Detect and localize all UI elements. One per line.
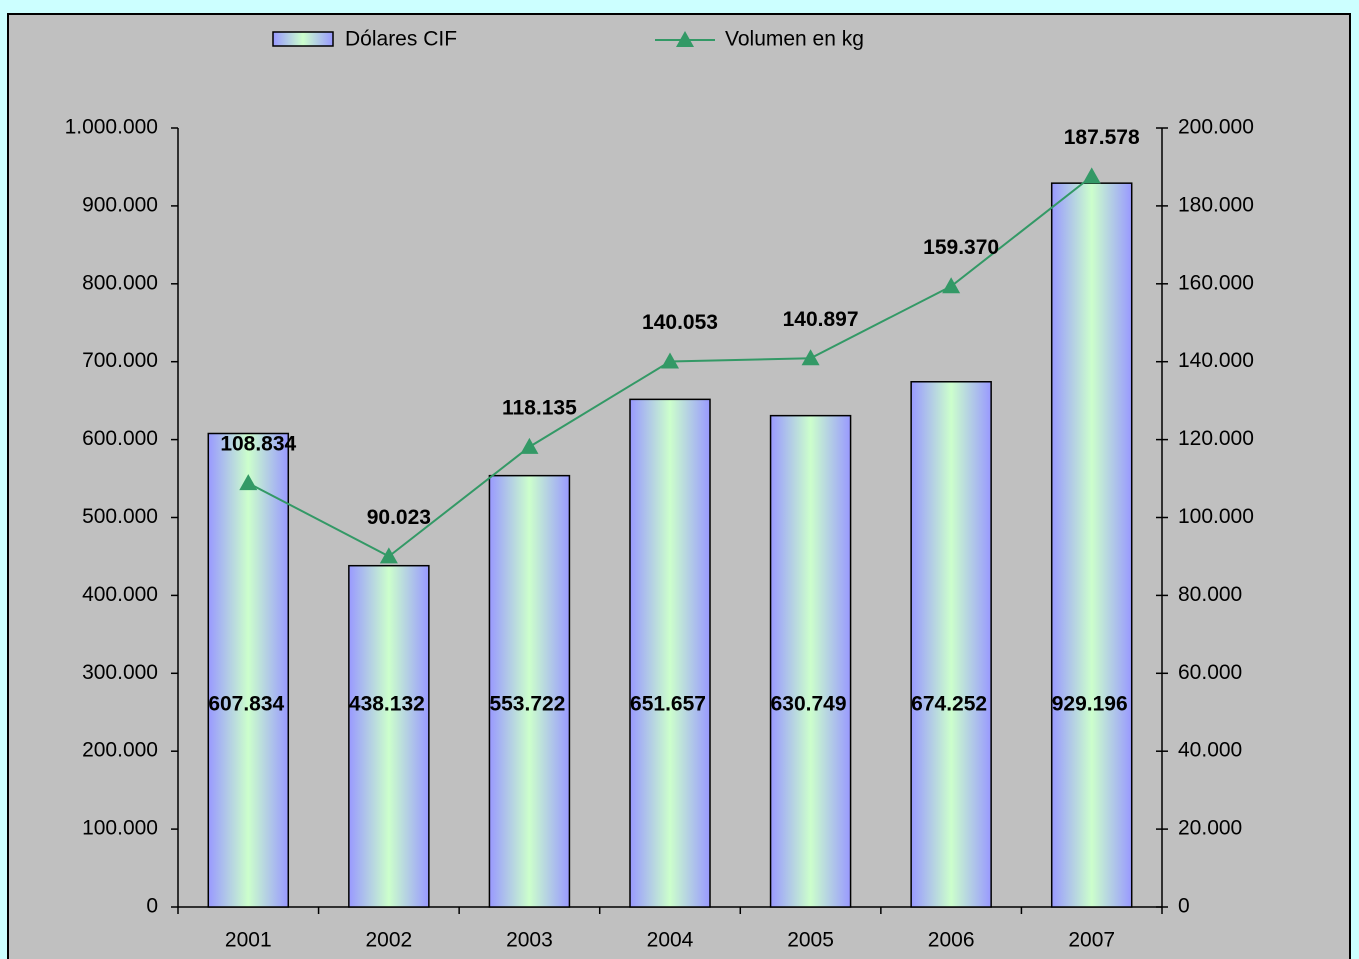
- y2-tick-label: 100.000: [1178, 505, 1254, 528]
- y2-tick-label: 0: [1178, 895, 1190, 918]
- x-tick-label: 2005: [787, 929, 834, 952]
- y2-tick-label: 20.000: [1178, 817, 1242, 840]
- bar: [1050, 182, 1133, 908]
- bar: [910, 381, 992, 908]
- line-marker: [801, 349, 820, 366]
- bar-value-label: 929.196: [1052, 693, 1128, 716]
- x-tick-label: 2002: [365, 929, 412, 952]
- legend-swatch: [272, 31, 334, 47]
- y-tick-label: 900.000: [82, 193, 158, 216]
- y2-tick-label: 80.000: [1178, 583, 1242, 606]
- line-marker: [1082, 167, 1101, 184]
- bar-value-label: 630.749: [771, 693, 847, 716]
- y-tick-label: 300.000: [82, 661, 158, 684]
- y-tick-label: 1.000.000: [65, 116, 158, 139]
- line-marker: [379, 547, 398, 564]
- bar: [207, 432, 290, 908]
- legend-label: Volumen en kg: [725, 28, 864, 51]
- y2-tick-label: 120.000: [1178, 427, 1254, 450]
- bar: [629, 398, 711, 908]
- bar-value-label: 651.657: [630, 693, 706, 716]
- x-tick-label: 2001: [225, 929, 272, 952]
- line-value-label: 187.578: [1064, 126, 1140, 149]
- line-marker: [520, 437, 539, 454]
- line-marker: [661, 352, 679, 369]
- y-tick-label: 0: [146, 895, 158, 918]
- y2-tick-label: 140.000: [1178, 349, 1254, 372]
- y2-tick-label: 160.000: [1178, 271, 1254, 294]
- line-value-label: 140.897: [783, 308, 859, 331]
- bar-value-label: 553.722: [489, 693, 565, 716]
- y-tick-label: 600.000: [82, 427, 158, 450]
- y2-tick-label: 60.000: [1178, 661, 1242, 684]
- legend-label: Dólares CIF: [345, 28, 457, 51]
- line-value-label: 118.135: [502, 396, 577, 419]
- y-tick-label: 800.000: [82, 271, 158, 294]
- legend-marker: [676, 31, 694, 47]
- y-tick-label: 500.000: [82, 505, 158, 528]
- bar: [488, 474, 571, 908]
- bar-value-label: 607.834: [208, 693, 284, 716]
- bar: [348, 564, 430, 908]
- y-tick-label: 100.000: [82, 817, 158, 840]
- x-tick-label: 2006: [928, 929, 975, 952]
- line-value-label: 159.370: [923, 236, 999, 259]
- x-tick-label: 2004: [647, 929, 694, 952]
- y-tick-label: 400.000: [82, 583, 158, 606]
- line-marker: [239, 474, 258, 491]
- y-tick-label: 200.000: [82, 739, 158, 762]
- x-tick-label: 2007: [1068, 929, 1115, 952]
- bar-value-label: 438.132: [349, 693, 425, 716]
- line-marker: [942, 277, 961, 294]
- line-value-label: 90.023: [367, 506, 431, 529]
- y2-tick-label: 40.000: [1178, 739, 1242, 762]
- line-value-label: 108.834: [220, 433, 296, 456]
- line-value-label: 140.053: [642, 311, 718, 334]
- y2-tick-label: 200.000: [1178, 116, 1254, 139]
- bar: [769, 414, 852, 908]
- y-tick-label: 700.000: [82, 349, 158, 372]
- y2-tick-label: 180.000: [1178, 193, 1254, 216]
- x-tick-label: 2003: [506, 929, 553, 952]
- bar-value-label: 674.252: [911, 693, 987, 716]
